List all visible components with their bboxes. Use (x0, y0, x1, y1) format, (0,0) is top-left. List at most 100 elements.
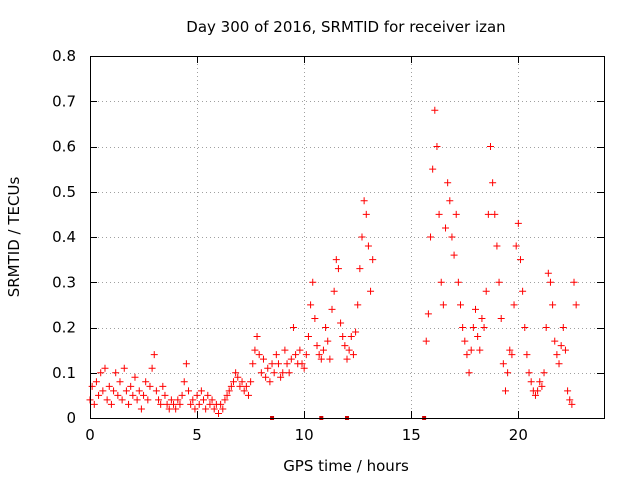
data-point (446, 197, 454, 205)
axis-ticks: 0 0.1 0.2 0.3 0.4 0.5 0.6 0.7 0.8 0 5 10 15 20 (52, 47, 604, 444)
data-point (223, 391, 231, 399)
data-point (337, 319, 345, 327)
data-point (161, 391, 169, 399)
data-point (182, 360, 190, 368)
data-point (150, 351, 158, 359)
data-point (298, 360, 306, 368)
data-point (274, 360, 282, 368)
data-point (510, 301, 518, 309)
data-point (225, 387, 233, 395)
y-tick-label: 0.3 (52, 273, 76, 291)
data-point (307, 301, 315, 309)
data-point (95, 391, 103, 399)
data-point (463, 351, 471, 359)
data-point (287, 355, 295, 363)
data-point (135, 387, 143, 395)
data-point (103, 396, 111, 404)
data-point (358, 233, 366, 241)
data-point (285, 369, 293, 377)
data-point (564, 387, 572, 395)
data-point (433, 143, 441, 150)
data-point (442, 224, 450, 232)
data-point (116, 378, 124, 386)
data-point (309, 278, 317, 286)
data-point (208, 396, 216, 404)
data-point (352, 328, 360, 336)
data-point (570, 278, 578, 286)
data-point (334, 265, 342, 273)
data-point (187, 400, 195, 408)
data-point (437, 278, 445, 286)
data-point (302, 351, 310, 359)
data-point (112, 369, 120, 377)
data-point (255, 351, 263, 359)
data-point (341, 342, 349, 350)
data-point (272, 351, 280, 359)
y-tick-label: 0.7 (52, 92, 76, 110)
y-axis-label: SRMTID / TECUs (5, 177, 23, 298)
data-point (204, 391, 212, 399)
data-point (244, 391, 252, 399)
data-point (422, 337, 430, 345)
data-point (185, 387, 193, 395)
data-point (206, 400, 214, 408)
data-point (546, 278, 554, 286)
data-point (478, 314, 486, 322)
data-point (114, 391, 122, 399)
data-point (559, 324, 567, 331)
data-point (217, 400, 225, 408)
data-point (131, 373, 139, 381)
data-point (369, 256, 377, 264)
data-point (159, 382, 167, 390)
data-point (501, 387, 509, 395)
data-point (259, 355, 267, 363)
data-point (178, 391, 186, 399)
data-point (450, 251, 458, 259)
data-point (107, 400, 115, 408)
data-point (343, 355, 351, 363)
data-point (232, 369, 240, 377)
data-point (454, 278, 462, 286)
data-point (163, 400, 171, 408)
data-point (461, 337, 469, 345)
data-point (200, 396, 208, 404)
data-point (313, 342, 321, 350)
data-point (429, 165, 437, 173)
data-point (506, 346, 514, 354)
data-point (322, 324, 330, 331)
data-points (86, 106, 580, 417)
data-point (525, 369, 533, 377)
data-point (326, 355, 334, 363)
data-point (110, 387, 118, 395)
data-point (262, 373, 270, 381)
data-point (240, 387, 248, 395)
data-point (356, 265, 364, 273)
data-point (127, 382, 135, 390)
data-point (427, 233, 435, 241)
data-point (345, 346, 353, 354)
data-point (516, 256, 524, 264)
data-point (152, 387, 160, 395)
data-point (236, 382, 244, 390)
data-point (140, 391, 148, 399)
data-point (242, 382, 250, 390)
data-point (476, 346, 484, 354)
data-point (497, 314, 505, 322)
data-point (347, 333, 355, 341)
data-point (486, 143, 494, 150)
data-point (553, 351, 561, 359)
data-point (364, 242, 372, 250)
data-point (202, 405, 210, 413)
data-point (120, 364, 128, 372)
data-point (465, 369, 473, 377)
data-point (197, 387, 205, 395)
data-point (142, 378, 150, 386)
x-tick-label: 10 (295, 426, 314, 444)
data-point (360, 197, 368, 205)
data-point (495, 278, 503, 286)
data-point (317, 355, 325, 363)
data-point (572, 301, 580, 309)
data-point (137, 405, 145, 413)
data-point (155, 396, 163, 404)
